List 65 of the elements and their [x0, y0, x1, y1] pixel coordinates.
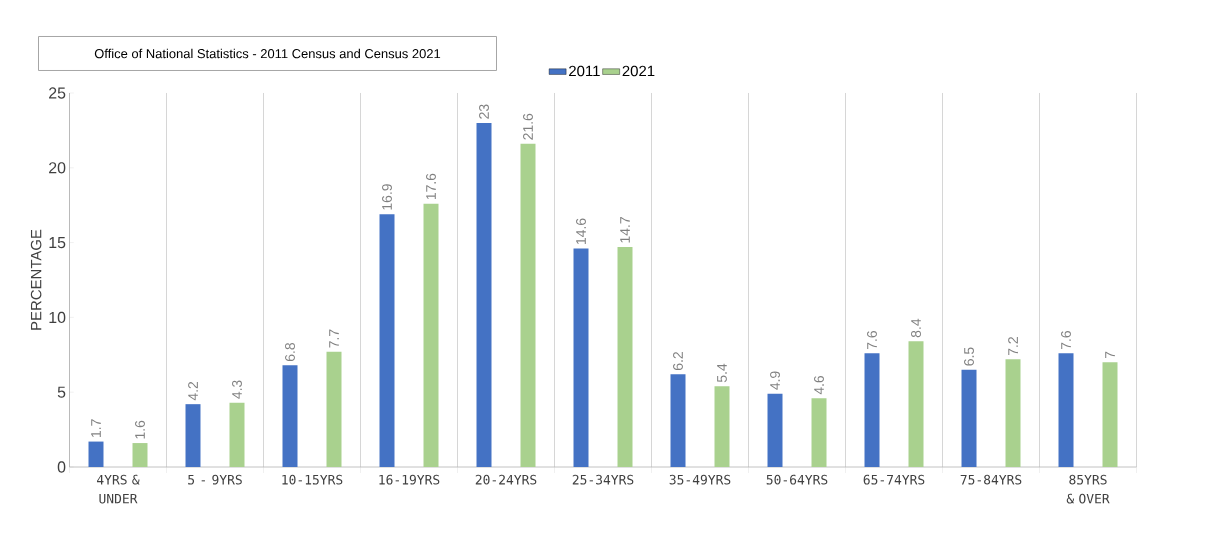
x-tick-label: 20-24YRS [475, 474, 537, 485]
chart-title: Office of National Statistics - 2011 Census and Census 2021 [94, 48, 441, 59]
bar [714, 386, 730, 467]
bar [326, 351, 342, 467]
bar [476, 122, 492, 467]
bar [670, 374, 686, 467]
data-label: 7 [1105, 351, 1115, 359]
data-label: 4.9 [770, 371, 780, 390]
x-tick-label: 4YRS & UNDER [96, 474, 140, 504]
x-tick-label: 10-15YRS [282, 474, 343, 485]
data-label: 17.6 [426, 173, 436, 200]
data-label: 23 [479, 104, 489, 119]
y-tick-label: 10 [49, 311, 66, 324]
x-tick-label: 65-74YRS [863, 474, 925, 485]
bar [1102, 362, 1118, 467]
data-label: 14.7 [620, 217, 630, 243]
data-label: 7.6 [1061, 331, 1071, 350]
data-label: 1.6 [135, 420, 145, 439]
data-label: 4.2 [188, 381, 198, 401]
y-tick-label: 25 [49, 87, 66, 99]
bar [1005, 359, 1021, 467]
y-tick-label: 20 [49, 162, 66, 174]
bar [229, 402, 245, 467]
data-label: 16.9 [382, 184, 392, 210]
x-tick-label: 35-49YRS [669, 474, 731, 485]
data-label: 7.2 [1008, 337, 1018, 356]
bar [88, 441, 104, 467]
bar [811, 398, 827, 467]
bar [282, 365, 298, 467]
data-label: 7.6 [867, 331, 877, 350]
y-tick-label: 0 [57, 461, 66, 473]
bar [908, 341, 924, 467]
bar [185, 404, 201, 467]
data-label: 8.4 [911, 318, 921, 338]
data-label: 5.4 [717, 363, 727, 383]
x-tick-label: 25-34YRS [572, 474, 634, 485]
data-label: 6.2 [673, 352, 683, 371]
x-tick-label: 16-19YRS [379, 474, 440, 485]
data-label: 14.6 [576, 218, 586, 244]
data-label: 21.6 [523, 113, 533, 140]
data-label: 4.3 [232, 380, 242, 399]
y-tick-label: 15 [49, 237, 66, 249]
bar [132, 443, 148, 467]
bar [573, 248, 589, 467]
bar [379, 214, 395, 467]
bar [1058, 353, 1074, 467]
legend-label: 2011 [569, 65, 600, 77]
bar [961, 369, 977, 467]
bar [423, 203, 439, 467]
y-tick-label: 5 [57, 386, 66, 398]
y-axis-title: PERCENTAGE [30, 229, 42, 330]
data-label: 6.8 [285, 342, 295, 362]
x-tick-label: 85YRS & OVER [1066, 474, 1110, 504]
legend-label: 2021 [622, 65, 655, 77]
data-label: 7.7 [329, 329, 339, 348]
x-tick-label: 75-84YRS [960, 474, 1022, 485]
x-tick-label: 5 - 9YRS [188, 474, 242, 485]
bar [617, 247, 633, 467]
data-label: 4.6 [814, 375, 824, 395]
bar [767, 393, 783, 467]
x-tick-label: 50-64YRS [766, 474, 828, 485]
data-label: 1.7 [91, 419, 101, 437]
bar [864, 353, 880, 467]
data-label: 6.5 [964, 347, 974, 366]
bar [520, 143, 536, 467]
